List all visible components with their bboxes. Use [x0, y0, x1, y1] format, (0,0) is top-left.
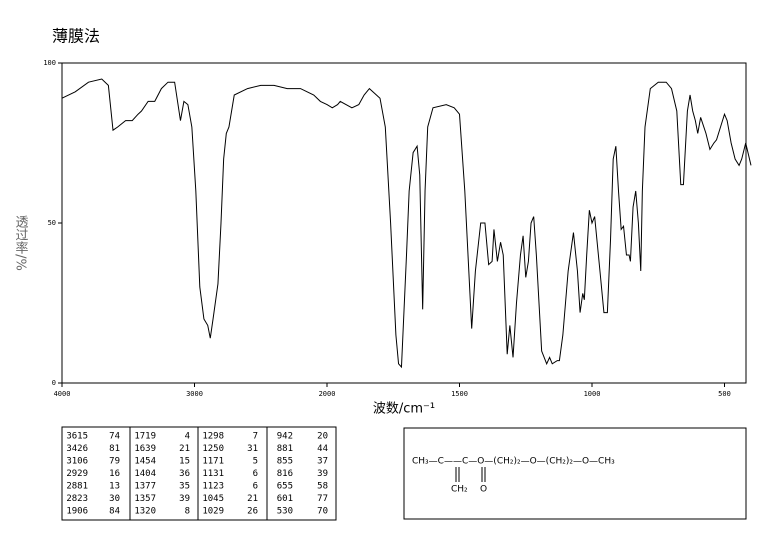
table-cell: 1131: [202, 469, 224, 479]
table-cell: 39: [179, 494, 190, 504]
table-cell: 1320: [134, 507, 156, 517]
chart-title: 薄膜法: [52, 27, 100, 46]
table-cell: 3426: [66, 444, 88, 454]
table-cell: 601: [277, 494, 293, 504]
table-cell: 1454: [134, 457, 156, 467]
y-tick-label: 100: [43, 59, 56, 67]
x-tick-label: 2000: [319, 390, 336, 398]
table-cell: 5: [253, 457, 258, 467]
table-cell: 1377: [134, 482, 156, 492]
table-cell: 36: [179, 469, 190, 479]
table-cell: 15: [179, 457, 190, 467]
structure-branch: O: [480, 485, 487, 495]
table-cell: 39: [317, 469, 328, 479]
structure-frame: [403, 427, 747, 520]
x-tick-label: 3000: [186, 390, 203, 398]
structure-formula: CH₃—C——C—O—(CH₂)₂—O—(CH₂)₂—O—CH₃: [412, 457, 615, 467]
table-cell: 8: [185, 507, 190, 517]
table-cell: 21: [179, 444, 190, 454]
table-cell: 35: [179, 482, 190, 492]
y-tick-label: 0: [52, 379, 56, 387]
table-cell: 2881: [66, 482, 88, 492]
table-cell: 30: [109, 494, 120, 504]
table-cell: 13: [109, 482, 120, 492]
table-cell: 1719: [134, 432, 156, 442]
x-axis-label: 波数/cm⁻¹: [373, 402, 435, 417]
x-tick-label: 1000: [584, 390, 601, 398]
table-cell: 31: [247, 444, 258, 454]
y-tick-label: 50: [48, 219, 56, 227]
spectrum-line: [61, 78, 752, 369]
peak-table-frame: [61, 426, 337, 521]
table-cell: 816: [277, 469, 293, 479]
table-cell: 2929: [66, 469, 88, 479]
table-cell: 74: [109, 432, 120, 442]
y-axis-label: 透过率/%: [13, 215, 29, 271]
table-cell: 20: [317, 432, 328, 442]
table-cell: 44: [317, 444, 328, 454]
table-cell: 6: [253, 469, 258, 479]
table-cell: 77: [317, 494, 328, 504]
table-cell: 1123: [202, 482, 224, 492]
table-cell: 7: [253, 432, 258, 442]
table-cell: 3106: [66, 457, 88, 467]
table-cell: 79: [109, 457, 120, 467]
table-cell: 70: [317, 507, 328, 517]
table-cell: 655: [277, 482, 293, 492]
table-cell: 1171: [202, 457, 224, 467]
plot-frame: [61, 62, 747, 384]
table-cell: 16: [109, 469, 120, 479]
table-cell: 881: [277, 444, 293, 454]
table-cell: 1029: [202, 507, 224, 517]
table-cell: 1357: [134, 494, 156, 504]
table-cell: 942: [277, 432, 293, 442]
table-cell: 3615: [66, 432, 88, 442]
table-cell: 1298: [202, 432, 224, 442]
table-cell: 1404: [134, 469, 156, 479]
table-cell: 26: [247, 507, 258, 517]
table-cell: 1250: [202, 444, 224, 454]
table-cell: 855: [277, 457, 293, 467]
table-cell: 21: [247, 494, 258, 504]
table-cell: 58: [317, 482, 328, 492]
table-cell: 2823: [66, 494, 88, 504]
x-tick-label: 4000: [54, 390, 71, 398]
table-cell: 6: [253, 482, 258, 492]
table-cell: 84: [109, 507, 120, 517]
table-cell: 1639: [134, 444, 156, 454]
table-cell: 37: [317, 457, 328, 467]
table-cell: 1906: [66, 507, 88, 517]
table-cell: 4: [185, 432, 190, 442]
table-cell: 530: [277, 507, 293, 517]
x-tick-label: 1500: [451, 390, 468, 398]
structure-branch: CH₂: [451, 485, 468, 495]
table-cell: 1045: [202, 494, 224, 504]
x-tick-label: 500: [718, 390, 731, 398]
table-cell: 81: [109, 444, 120, 454]
